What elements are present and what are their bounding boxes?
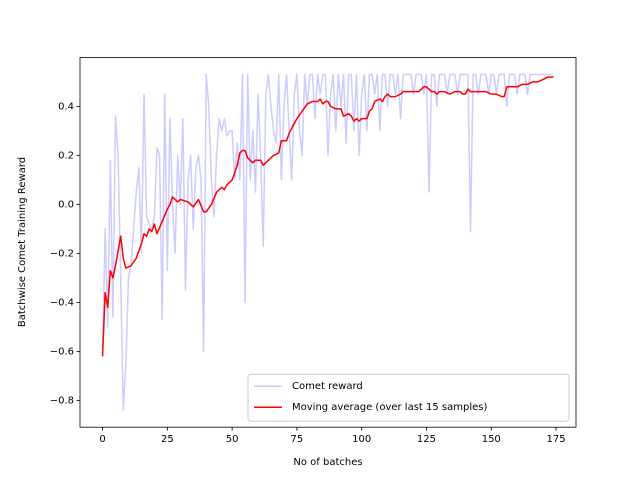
x-tick-label: 175 [546,434,565,445]
legend-box [247,373,570,422]
x-tick-label: 100 [352,434,371,445]
y-tick-label: −0.6 [50,346,74,357]
y-tick-label: −0.4 [50,297,74,308]
x-tick-label: 50 [226,434,239,445]
y-axis-label: Batchwise Comet Training Reward [17,157,28,327]
x-tick-label: 25 [161,434,174,445]
series-line [101,73,554,412]
x-tick-label: 125 [417,434,436,445]
legend-label: Moving average (over last 15 samples) [292,402,487,413]
y-tick-label: 0.0 [58,199,74,210]
y-tick-label: −0.8 [50,395,74,406]
x-axis-label: No of batches [293,457,362,468]
x-tick-label: 75 [291,434,304,445]
x-tick-label: 150 [482,434,501,445]
series-line [101,76,554,357]
y-tick-label: −0.2 [50,248,74,259]
y-tick-label: 0.2 [58,150,74,161]
x-tick-label: 0 [99,434,105,445]
legend-label: Comet reward [292,381,363,392]
plot-frame [79,57,577,428]
y-tick-label: 0.4 [58,101,74,112]
